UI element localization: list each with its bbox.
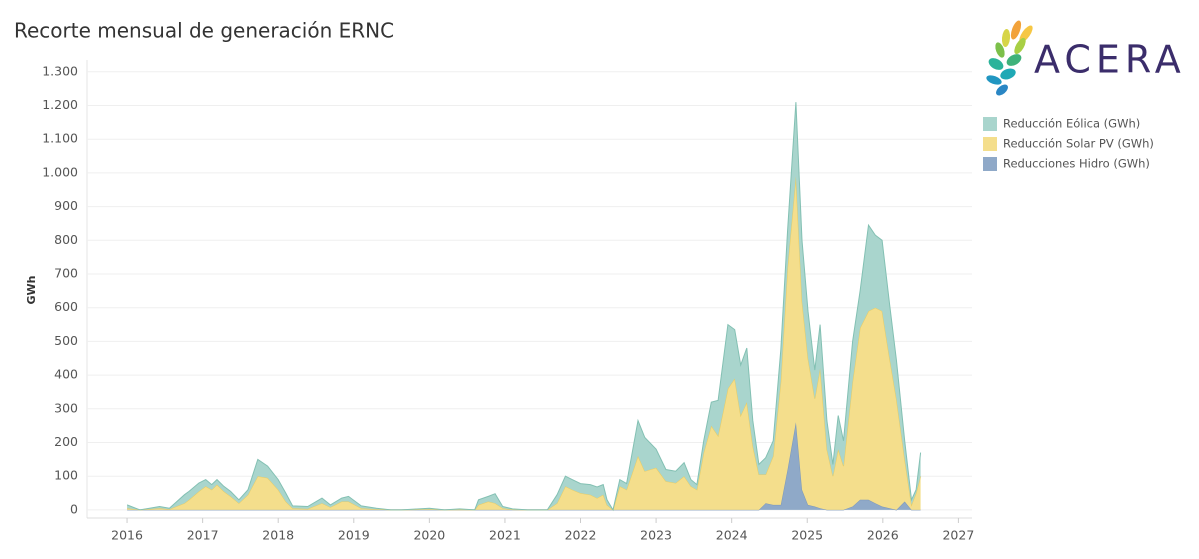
y-tick-label: 500: [54, 333, 78, 348]
legend-label: Reducción Solar PV (GWh): [1003, 137, 1154, 151]
x-tick-label: 2017: [187, 528, 219, 543]
y-tick-label: 1.100: [42, 131, 78, 146]
x-tick-label: 2020: [413, 528, 445, 543]
y-tick-label: 800: [54, 232, 78, 247]
x-tick-label: 2021: [489, 528, 521, 543]
x-tick-label: 2022: [565, 528, 597, 543]
logo: ACERA: [986, 20, 1186, 96]
y-tick-label: 1.200: [42, 97, 78, 112]
x-tick-label: 2026: [867, 528, 899, 543]
y-tick-label: 900: [54, 198, 78, 213]
y-tick-label: 300: [54, 400, 78, 415]
y-tick-label: 600: [54, 299, 78, 314]
x-tick-label: 2016: [111, 528, 143, 543]
legend-swatch: [983, 137, 997, 151]
y-axis-label: GWh: [25, 276, 38, 305]
legend-swatch: [983, 117, 997, 131]
chart-title: Recorte mensual de generación ERNC: [14, 19, 394, 43]
y-tick-label: 100: [54, 468, 78, 483]
x-tick-label: 2023: [640, 528, 672, 543]
x-tick-label: 2025: [791, 528, 823, 543]
x-tick-label: 2027: [942, 528, 974, 543]
area-fill: [127, 176, 921, 510]
x-tick-label: 2024: [716, 528, 748, 543]
y-tick-label: 400: [54, 367, 78, 382]
y-tick-label: 1.000: [42, 164, 78, 179]
area-line: [126, 102, 922, 512]
y-tick-label: 200: [54, 434, 78, 449]
x-tick-label: 2018: [262, 528, 294, 543]
logo-text: ACERA: [1034, 38, 1186, 82]
legend-swatch: [983, 157, 997, 171]
legend-label: Reducción Eólica (GWh): [1003, 117, 1140, 131]
y-tick-label: 0: [70, 501, 78, 516]
legend-label: Reducciones Hidro (GWh): [1003, 157, 1150, 171]
x-tick-label: 2019: [338, 528, 370, 543]
y-tick-label: 700: [54, 266, 78, 281]
area-fill: [127, 102, 921, 510]
y-tick-label: 1.300: [42, 63, 78, 78]
